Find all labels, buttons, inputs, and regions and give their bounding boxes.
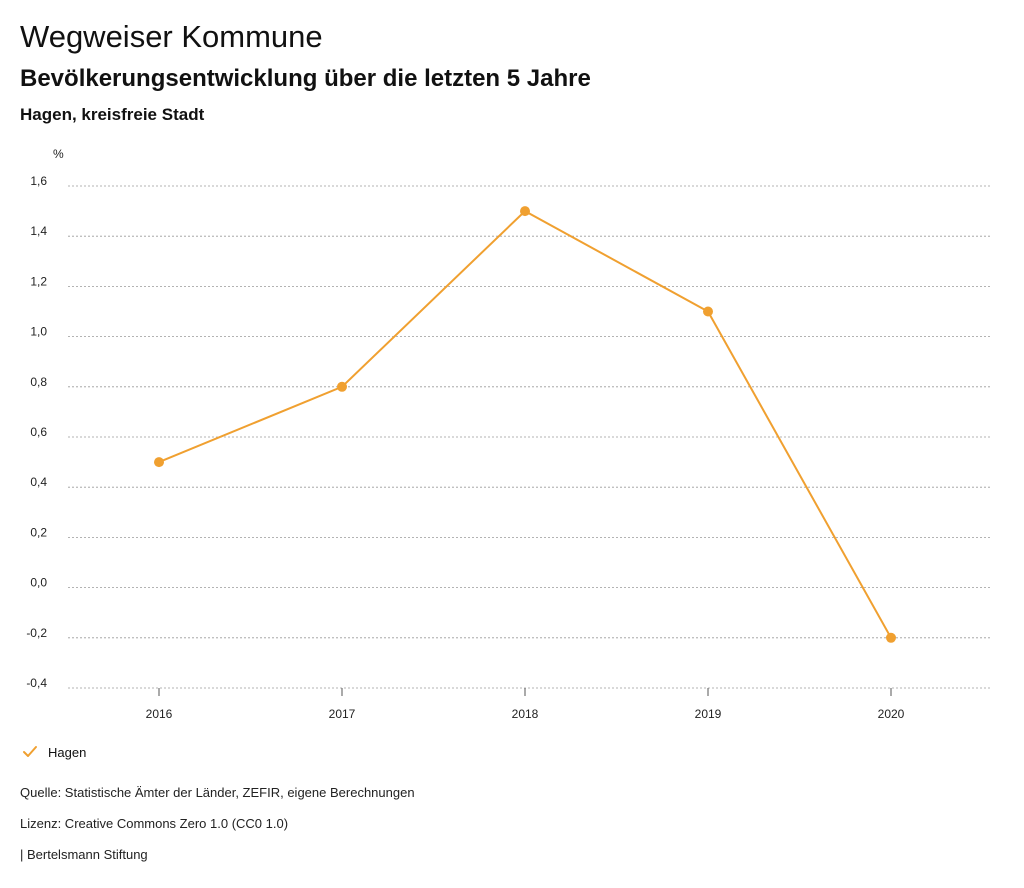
page-title: Wegweiser Kommune — [20, 19, 323, 54]
region-label: Hagen, kreisfreie Stadt — [20, 105, 205, 124]
y-tick-label: 0,2 — [30, 525, 47, 539]
x-tick-label: 2016 — [146, 707, 173, 720]
data-point[interactable] — [337, 381, 347, 392]
y-tick-label: -0,2 — [26, 626, 47, 640]
y-tick-label: 0,4 — [30, 475, 47, 489]
grid-lines — [68, 185, 990, 689]
y-tick-label: 0,6 — [30, 425, 47, 439]
y-axis-unit: % — [53, 147, 64, 161]
data-point[interactable] — [520, 206, 530, 217]
y-tick-label: 1,2 — [30, 274, 47, 288]
license-note: Lizenz: Creative Commons Zero 1.0 (CC0 1… — [20, 816, 289, 831]
check-icon — [23, 746, 37, 757]
chart-legend[interactable]: Hagen — [22, 744, 86, 760]
data-point[interactable] — [154, 457, 164, 468]
y-tick-label: 1,0 — [30, 325, 47, 339]
line-chart: % 1,6 1,4 1,2 1,0 0,8 0,6 0,4 0,2 0,0 -0,2 -0,4 20… — [26, 147, 990, 720]
y-tick-label: 1,6 — [30, 174, 47, 188]
series-line — [158, 209, 892, 639]
source-note: Quelle: Statistische Ämter der Länder, Z… — [20, 785, 415, 800]
data-point[interactable] — [703, 306, 713, 317]
chart-subtitle: Bevölkerungsentwicklung über die letzten… — [20, 65, 591, 92]
x-tick-label: 2019 — [695, 707, 722, 720]
y-axis-ticks: 1,6 1,4 1,2 1,0 0,8 0,6 0,4 0,2 0,0 -0,2 -0,4 — [26, 174, 47, 690]
x-tick-label: 2018 — [512, 707, 539, 720]
x-tick-label: 2017 — [329, 707, 356, 720]
y-tick-label: -0,4 — [26, 676, 47, 690]
x-tick-label: 2020 — [878, 707, 905, 720]
legend-label-hagen: Hagen — [48, 744, 87, 760]
data-point[interactable] — [886, 632, 896, 643]
brand-note: | Bertelsmann Stiftung — [20, 847, 148, 862]
x-axis-ticks: 2016 2017 2018 2019 2020 — [146, 688, 905, 720]
series-hagen — [154, 206, 896, 643]
y-tick-label: 0,0 — [30, 576, 47, 590]
y-tick-label: 1,4 — [30, 224, 47, 238]
y-tick-label: 0,8 — [30, 375, 47, 389]
